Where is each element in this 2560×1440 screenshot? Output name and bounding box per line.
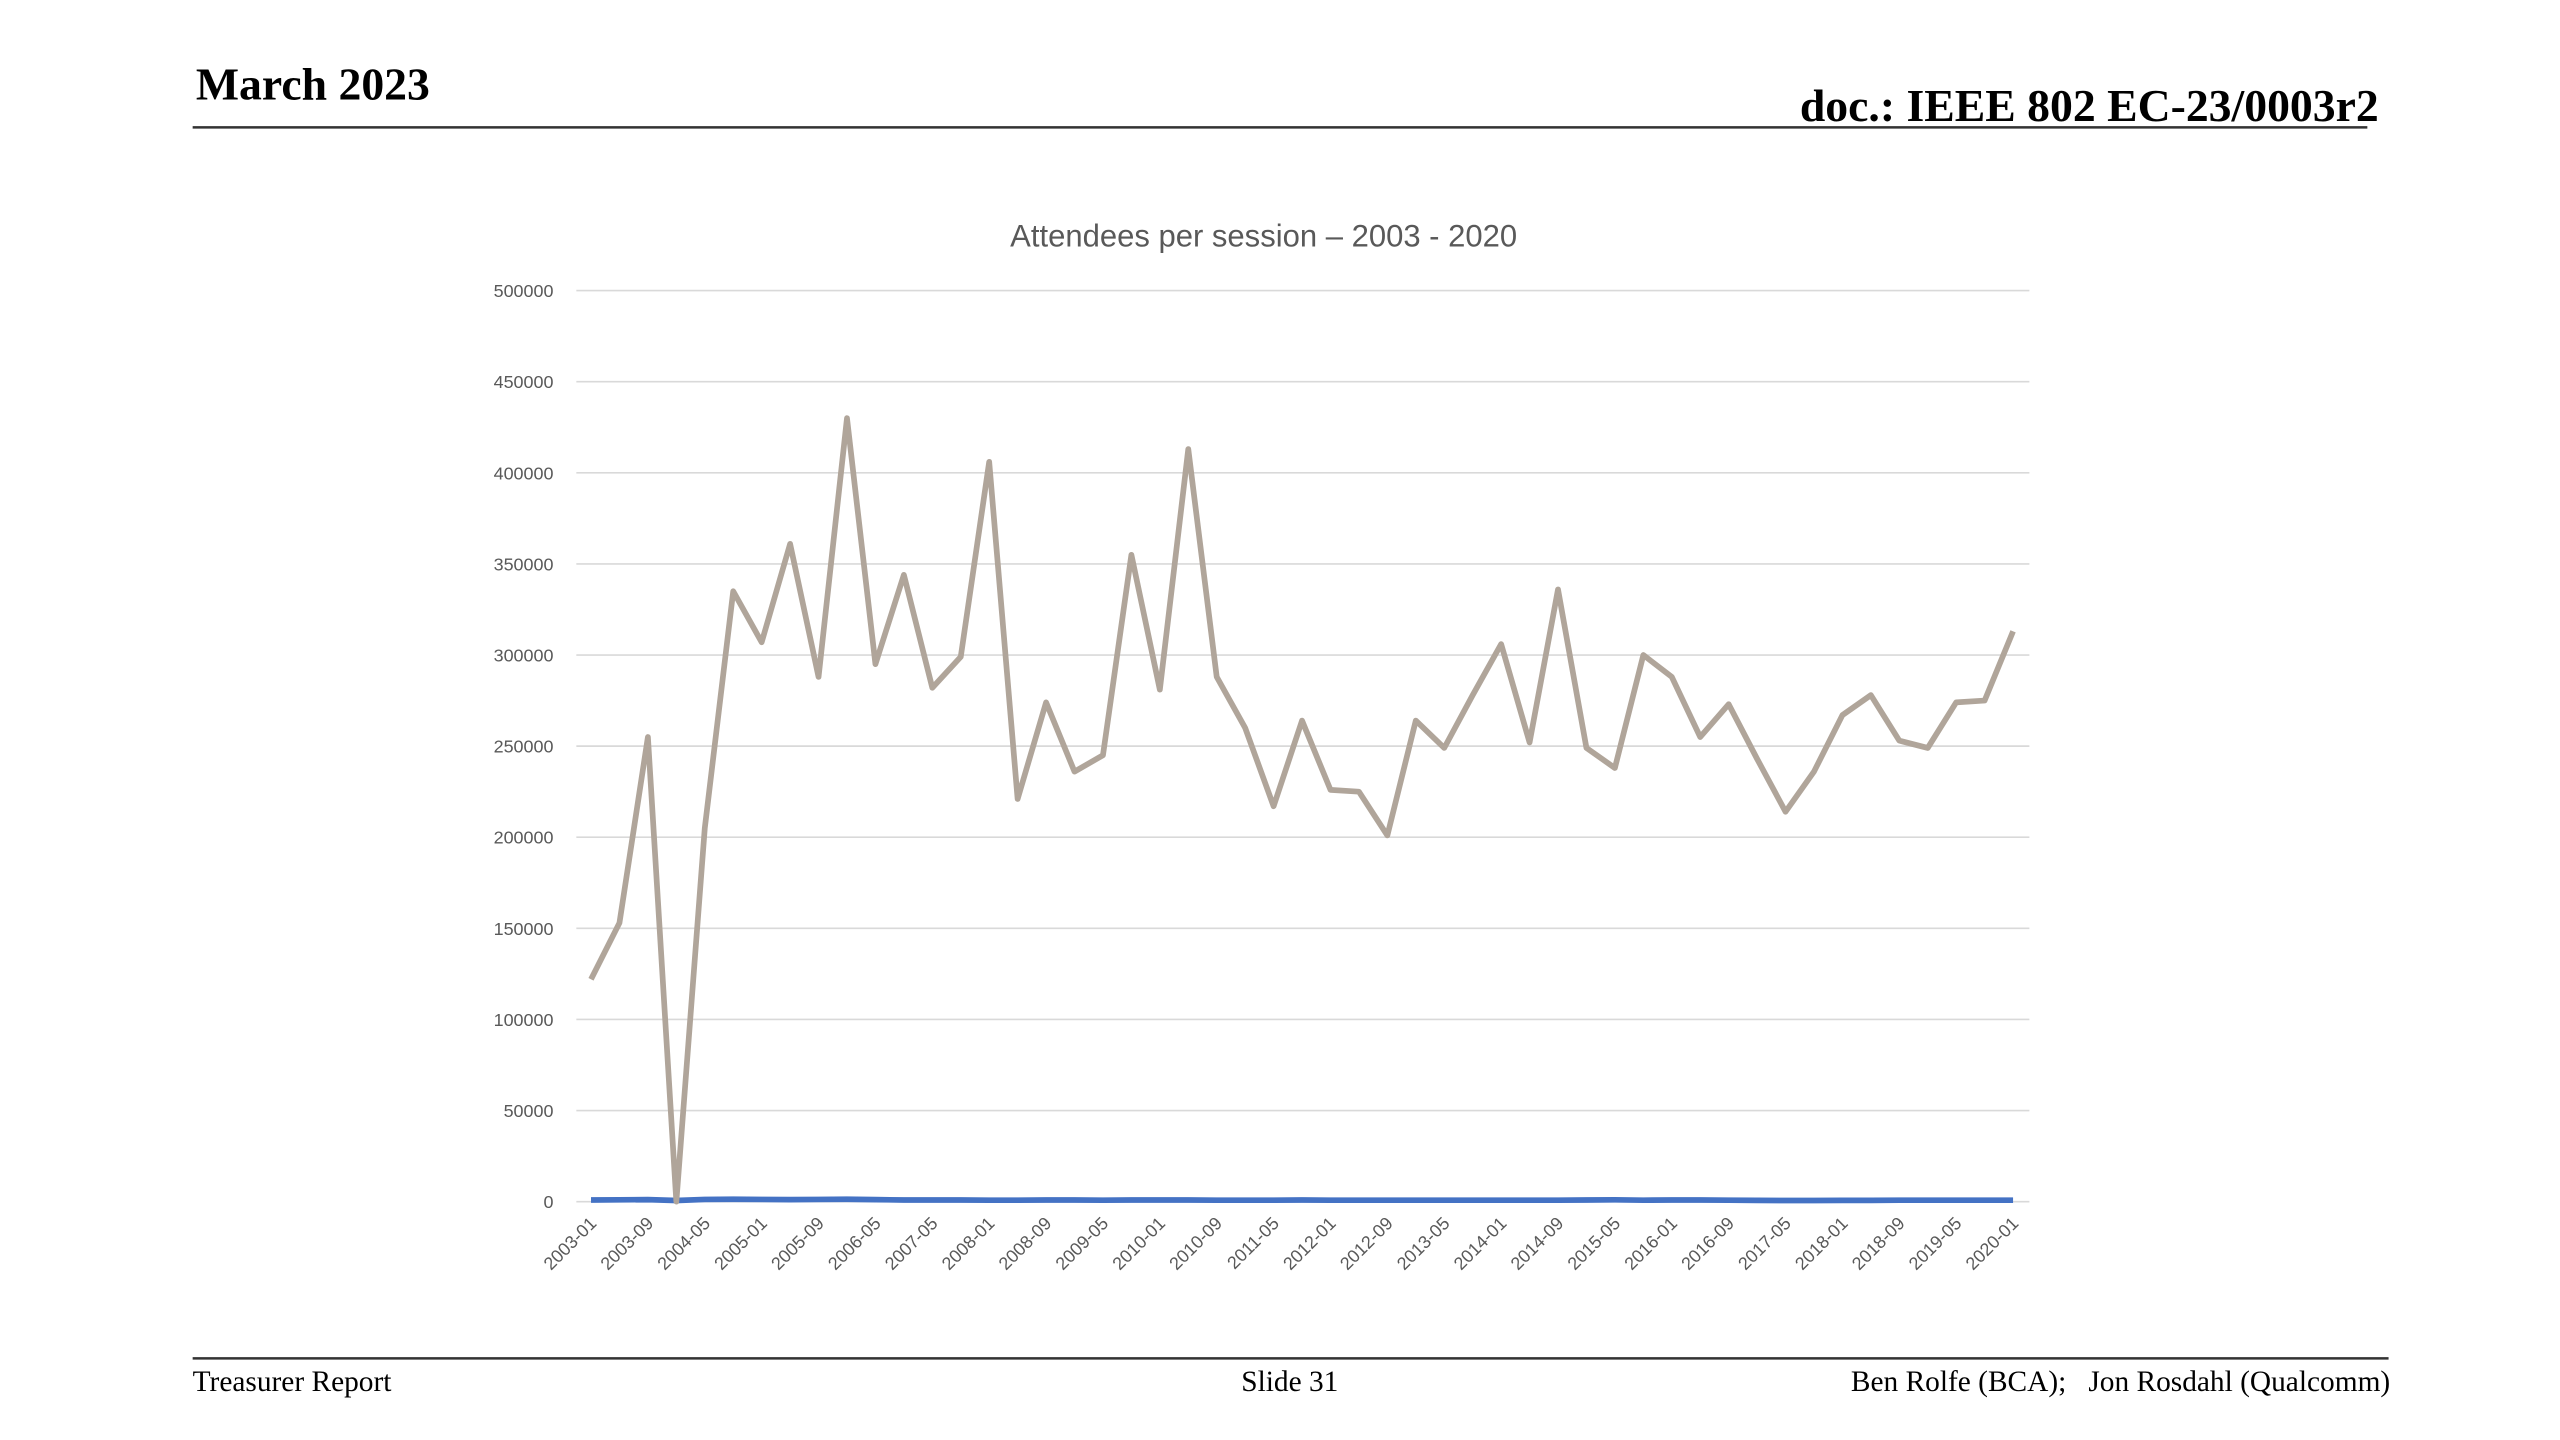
footer-right: Ben Rolfe (BCA); Jon Rosdahl (Qualcomm) — [1851, 1366, 2390, 1398]
x-tick-label: 2004-05 — [653, 1213, 714, 1274]
x-tick-label: 2005-09 — [767, 1213, 828, 1274]
y-tick-label: 150000 — [494, 919, 554, 939]
x-tick-label: 2012-09 — [1336, 1213, 1397, 1274]
x-tick-label: 2016-09 — [1677, 1213, 1738, 1274]
chart-title: Attendees per session – 2003 - 2020 — [1010, 219, 1517, 254]
header-doc: doc.: IEEE 802 EC-23/0003r2 — [1800, 80, 2379, 131]
x-tick-label: 2010-09 — [1165, 1213, 1226, 1274]
x-tick-label: 2005-01 — [710, 1213, 771, 1274]
y-tick-label: 250000 — [494, 737, 554, 757]
x-tick-label: 2014-09 — [1507, 1213, 1568, 1274]
x-tick-label: 2003-01 — [540, 1213, 601, 1274]
x-tick-label: 2018-01 — [1791, 1213, 1852, 1274]
x-tick-label: 2018-09 — [1848, 1213, 1909, 1274]
x-tick-label: 2010-01 — [1108, 1213, 1169, 1274]
x-tick-label: 2008-09 — [995, 1213, 1056, 1274]
y-tick-label: 300000 — [494, 646, 554, 666]
y-tick-label: 100000 — [494, 1010, 554, 1030]
footer-center: Slide 31 — [1241, 1366, 1338, 1398]
x-tick-label: 2003-09 — [597, 1213, 658, 1274]
series-line — [591, 1196, 2014, 1204]
footer-left: Treasurer Report — [193, 1366, 392, 1398]
x-tick-label: 2015-05 — [1564, 1213, 1625, 1274]
y-tick-label: 200000 — [494, 828, 554, 848]
x-tick-label: 2017-05 — [1734, 1213, 1795, 1274]
x-tick-label: 2011-05 — [1223, 1213, 1283, 1273]
y-tick-label: 350000 — [494, 554, 554, 574]
x-tick-label: 2013-05 — [1393, 1213, 1454, 1274]
y-tick-label: 50000 — [504, 1101, 554, 1121]
x-tick-label: 2006-05 — [824, 1213, 885, 1274]
x-tick-label: 2008-01 — [938, 1213, 999, 1274]
x-tick-label: 2009-05 — [1052, 1213, 1113, 1274]
x-tick-label: 2014-01 — [1450, 1213, 1511, 1274]
y-tick-label: 0 — [543, 1192, 553, 1212]
x-tick-label: 2012-01 — [1279, 1213, 1340, 1274]
x-tick-label: 2007-05 — [881, 1213, 942, 1274]
x-tick-label: 2019-05 — [1905, 1213, 1966, 1274]
series-line — [588, 415, 2016, 1205]
x-tick-label: 2016-01 — [1620, 1213, 1681, 1274]
y-tick-label: 500000 — [494, 281, 554, 301]
x-tick-label: 2020-01 — [1962, 1213, 2023, 1274]
header-date: March 2023 — [196, 59, 430, 110]
y-tick-label: 450000 — [494, 372, 554, 392]
y-tick-label: 400000 — [494, 463, 554, 483]
plot: 0 50000 100000 150000 200000 250000 300000 3500… — [494, 281, 2030, 1274]
